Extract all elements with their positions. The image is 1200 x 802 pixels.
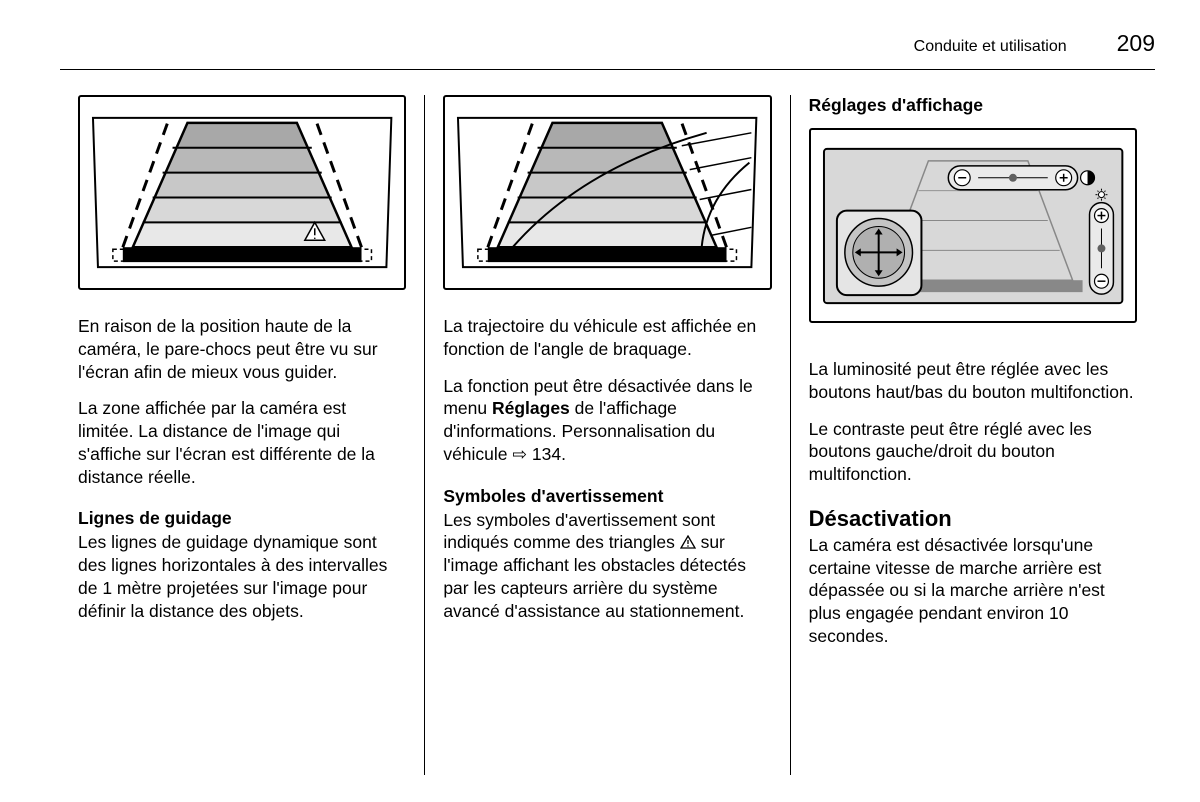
col3-heading-deactivation: Désactivation — [809, 506, 1137, 532]
col3-heading-display: Réglages d'affichage — [809, 95, 1137, 116]
page-number: 209 — [1117, 30, 1155, 57]
col1-para2: La zone affichée par la caméra est limit… — [78, 397, 406, 488]
col1-para1: En raison de la position haute de la cam… — [78, 315, 406, 383]
col3-para2: Le contraste peut être réglé avec les bo… — [809, 418, 1137, 486]
header-title: Conduite et utilisation — [914, 38, 1067, 56]
col2-p2-bold: Réglages — [492, 398, 570, 418]
col2-para1: La trajectoire du véhicule est affichée … — [443, 315, 771, 361]
display-settings-diagram — [809, 128, 1137, 323]
camera-view-diagram-1 — [78, 95, 406, 290]
col1-heading-guidelines: Lignes de guidage — [78, 508, 406, 529]
page-header: Conduite et utilisation 209 — [60, 30, 1155, 70]
warning-triangle-icon — [680, 535, 696, 549]
col3-para1: La luminosité peut être réglée avec les … — [809, 358, 1137, 404]
col2-para2: La fonction peut être désactivée dans le… — [443, 375, 771, 466]
column-2: La trajectoire du véhicule est affichée … — [424, 95, 790, 775]
col2-heading-warnings: Symboles d'avertissement — [443, 486, 771, 507]
column-3: Réglages d'affichage — [791, 95, 1155, 775]
col3-para3: La caméra est désactivée lorsqu'une cert… — [809, 534, 1137, 648]
col2-para3: Les symboles d'avertissement sont indiqu… — [443, 509, 771, 623]
reference-icon: ⇨ 134. — [512, 443, 566, 466]
col1-para3: Les lignes de guidage dynamique sont des… — [78, 531, 406, 622]
column-1: En raison de la position haute de la cam… — [60, 95, 424, 775]
col2-p3-a: Les symboles d'avertissement sont indiqu… — [443, 510, 715, 553]
camera-view-diagram-2 — [443, 95, 771, 290]
content-columns: En raison de la position haute de la cam… — [60, 95, 1155, 775]
